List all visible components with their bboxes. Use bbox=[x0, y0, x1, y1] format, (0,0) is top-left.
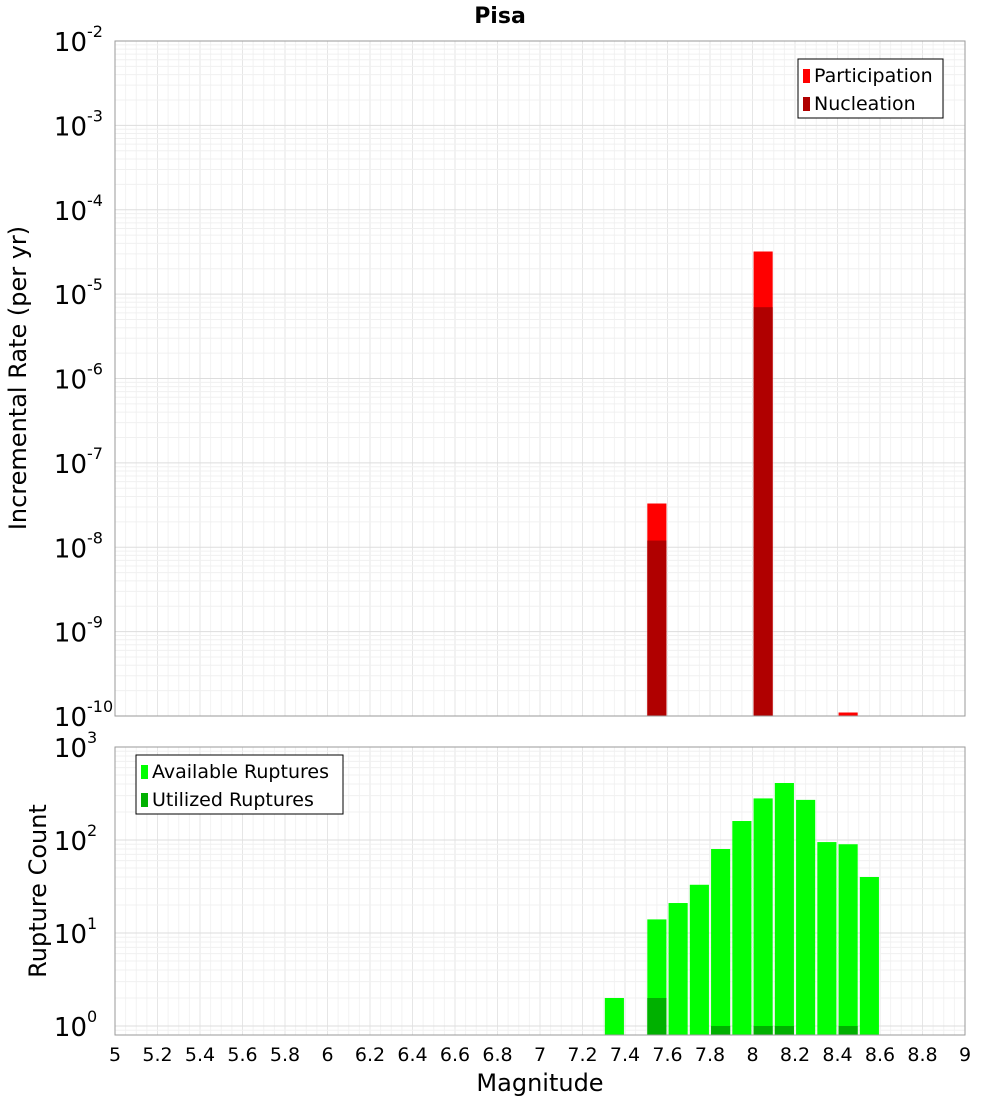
bottom-y-tick-label: 10 bbox=[54, 920, 87, 950]
bottom-x-tick-label: 6 bbox=[321, 1044, 333, 1066]
bottom-y-tick-exponent: 3 bbox=[87, 728, 97, 747]
bottom-x-tick-label: 6.2 bbox=[355, 1044, 385, 1066]
bottom-plot-frame bbox=[114, 746, 966, 1036]
top-y-tick-label: 10 bbox=[54, 703, 87, 733]
top-y-tick-label: 10 bbox=[54, 197, 87, 227]
bottom-plot: 10 010 110 210 35 5.2 5.4 5.6 5.8 6 6.2 6.4 6.6 6.8 7 7… bbox=[54, 728, 971, 1066]
bottom-y-axis-label: Rupture Count bbox=[24, 804, 52, 978]
top-y-tick-label: 10 bbox=[54, 112, 87, 142]
bottom-bar-available-ruptures bbox=[796, 799, 816, 1035]
bottom-legend-swatch bbox=[141, 793, 148, 807]
bottom-x-tick-label: 8 bbox=[746, 1044, 758, 1066]
bottom-x-tick-label: 5 bbox=[109, 1044, 121, 1066]
top-y-tick-label: 10 bbox=[54, 619, 87, 649]
bottom-y-tick-label: 10 bbox=[54, 827, 87, 857]
bottom-bar-available-ruptures bbox=[774, 783, 794, 1035]
top-y-tick-exponent: -5 bbox=[87, 275, 103, 294]
top-y-tick-exponent: -10 bbox=[87, 697, 113, 716]
top-bar-nucleation bbox=[647, 540, 667, 716]
bottom-x-tick-label: 8.6 bbox=[865, 1044, 895, 1066]
bottom-x-tick-label: 7.2 bbox=[567, 1044, 597, 1066]
bottom-legend: Available Ruptures Utilized Ruptures bbox=[135, 754, 344, 815]
top-y-tick-exponent: -4 bbox=[87, 191, 103, 210]
bottom-bar-utilized-ruptures bbox=[838, 1025, 858, 1035]
top-y-tick-exponent: -8 bbox=[87, 528, 103, 547]
bottom-x-tick-label: 6.4 bbox=[397, 1044, 427, 1066]
bottom-x-tick-label: 7 bbox=[534, 1044, 546, 1066]
top-y-tick-label: 10 bbox=[54, 534, 87, 564]
bottom-x-tick-label: 9 bbox=[959, 1044, 971, 1066]
top-legend-swatch bbox=[803, 97, 810, 111]
bottom-bar-utilized-ruptures bbox=[647, 997, 667, 1035]
bottom-bar-utilized-ruptures bbox=[774, 1025, 794, 1035]
bottom-bar-utilized-ruptures bbox=[753, 1025, 773, 1035]
bottom-x-tick-label: 6.8 bbox=[482, 1044, 512, 1066]
bottom-y-tick-label: 10 bbox=[54, 734, 87, 764]
top-y-tick-label: 10 bbox=[54, 366, 87, 396]
top-y-tick-label: 10 bbox=[54, 28, 87, 58]
bottom-legend-label: Utilized Ruptures bbox=[152, 789, 314, 811]
bottom-y-tick-label: 10 bbox=[54, 1013, 87, 1043]
top-y-tick-exponent: -3 bbox=[87, 106, 103, 125]
top-bar-nucleation bbox=[753, 307, 773, 716]
bottom-legend-swatch bbox=[141, 765, 148, 779]
bottom-bar-available-ruptures bbox=[668, 903, 688, 1035]
bottom-x-tick-label: 8.4 bbox=[822, 1044, 852, 1066]
bottom-bar-available-ruptures bbox=[838, 844, 858, 1035]
bottom-bar-available-ruptures bbox=[817, 842, 837, 1035]
bottom-y-tick-exponent: 0 bbox=[87, 1007, 97, 1026]
top-y-tick-label: 10 bbox=[54, 281, 87, 311]
top-y-tick-exponent: -2 bbox=[87, 22, 103, 41]
top-y-tick-exponent: -7 bbox=[87, 444, 103, 463]
bottom-x-tick-label: 7.6 bbox=[652, 1044, 682, 1066]
bottom-legend-label: Available Ruptures bbox=[152, 761, 329, 783]
bottom-x-tick-label: 7.8 bbox=[695, 1044, 725, 1066]
top-legend-swatch bbox=[803, 69, 810, 83]
bottom-bar-utilized-ruptures bbox=[711, 1025, 731, 1035]
bottom-bar-available-ruptures bbox=[689, 884, 709, 1035]
bottom-x-tick-label: 7.4 bbox=[610, 1044, 640, 1066]
bottom-bar-available-ruptures bbox=[753, 798, 773, 1035]
bottom-bar-available-ruptures bbox=[732, 821, 752, 1035]
top-plot-frame bbox=[114, 40, 966, 717]
bottom-bar-available-ruptures bbox=[859, 877, 879, 1035]
top-legend-label: Participation bbox=[814, 65, 933, 87]
bottom-x-tick-label: 5.6 bbox=[227, 1044, 257, 1066]
bottom-x-tick-label: 5.4 bbox=[185, 1044, 215, 1066]
bottom-y-tick-exponent: 2 bbox=[87, 821, 97, 840]
top-y-tick-exponent: -6 bbox=[87, 360, 103, 379]
bottom-x-tick-label: 6.6 bbox=[440, 1044, 470, 1066]
top-y-tick-label: 10 bbox=[54, 450, 87, 480]
top-y-tick-exponent: -9 bbox=[87, 613, 103, 632]
top-bar-participation bbox=[838, 712, 858, 716]
bottom-x-tick-label: 5.8 bbox=[270, 1044, 300, 1066]
bottom-x-tick-label: 8.2 bbox=[780, 1044, 810, 1066]
bottom-legend-box bbox=[135, 754, 344, 815]
bottom-x-tick-label: 5.2 bbox=[142, 1044, 172, 1066]
bottom-bar-available-ruptures bbox=[711, 849, 731, 1035]
top-legend: Participation Nucleation bbox=[797, 58, 944, 119]
bottom-bar-available-ruptures bbox=[604, 997, 624, 1035]
top-legend-box bbox=[797, 58, 944, 119]
bottom-x-tick-label: 8.8 bbox=[907, 1044, 937, 1066]
chart-title: Pisa bbox=[474, 4, 526, 29]
top-legend-label: Nucleation bbox=[814, 93, 916, 115]
top-y-axis-label: Incremental Rate (per yr) bbox=[4, 226, 32, 530]
bottom-y-tick-exponent: 1 bbox=[87, 914, 97, 933]
x-axis-label: Magnitude bbox=[476, 1069, 603, 1097]
